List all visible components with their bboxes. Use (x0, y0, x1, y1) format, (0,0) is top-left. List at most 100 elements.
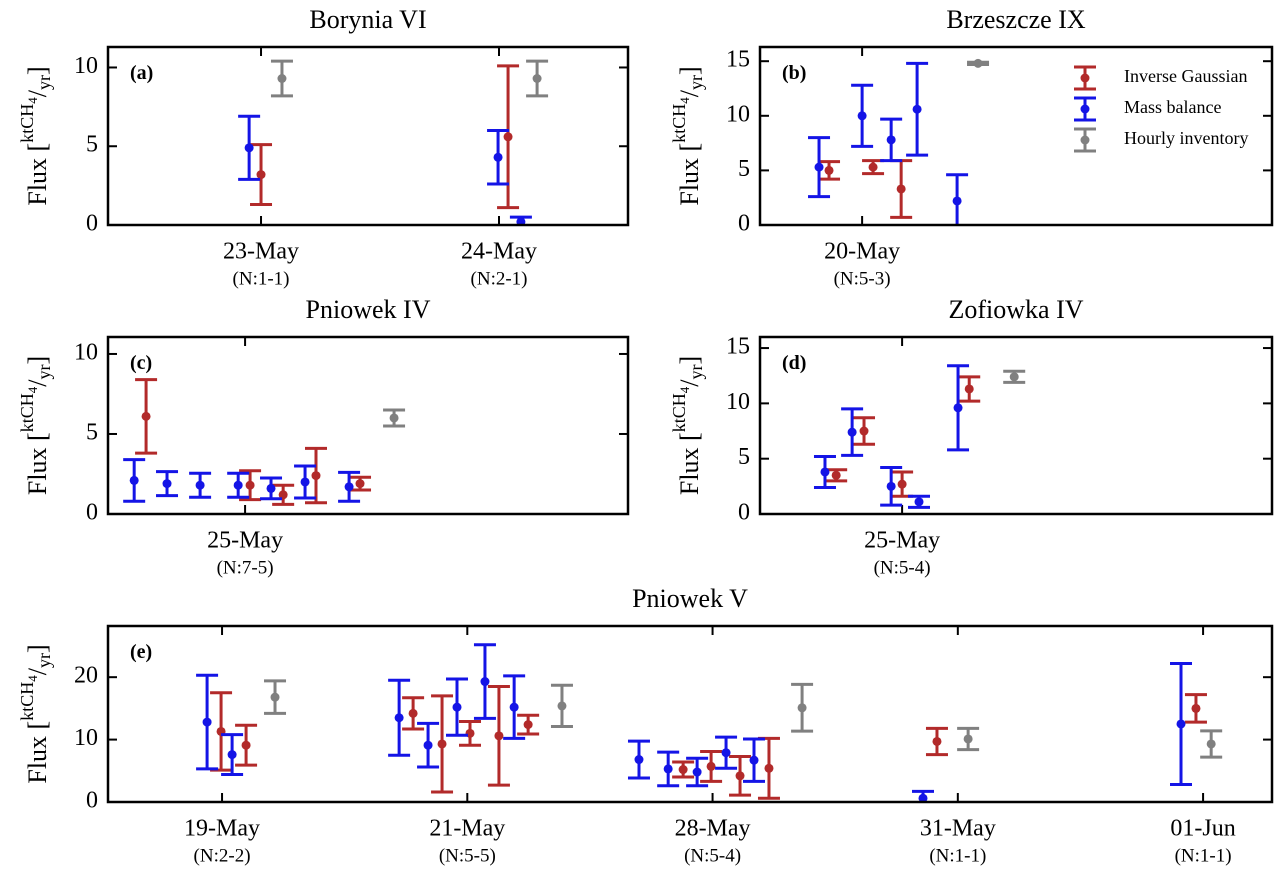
y-axis-label-part: / (23, 667, 52, 675)
point (886, 135, 896, 145)
point (503, 132, 513, 142)
y-axis-label-part: / (23, 379, 52, 387)
legend-item: Hourly inventory (1074, 127, 1248, 153)
y-axis-label-part: yr (34, 365, 54, 380)
point (914, 497, 924, 507)
point (634, 755, 644, 765)
point (797, 703, 807, 713)
point (973, 58, 983, 68)
x-tick-label: 21-May (429, 816, 505, 842)
point (480, 677, 490, 687)
y-axis-label-part: Flux [ (675, 143, 704, 206)
x-tick-label: 19-May (184, 816, 260, 842)
y-axis-label-part: ] (23, 356, 52, 365)
point (868, 162, 878, 172)
x-tick-label: 23-May (223, 239, 299, 265)
y-tick-label: 10 (726, 101, 750, 127)
point (493, 152, 503, 162)
y-tick-label: 10 (726, 389, 750, 415)
point (227, 750, 237, 760)
point (1191, 703, 1201, 713)
point (195, 480, 205, 490)
y-axis-label-part: ] (23, 66, 52, 75)
point (859, 426, 869, 436)
y-axis-label-part: 4 (677, 97, 692, 104)
point (932, 736, 942, 746)
x-tick-note: (N:5-5) (439, 845, 496, 866)
y-axis-label-part: Flux [ (675, 432, 704, 495)
point (824, 165, 834, 175)
y-tick-label: 5 (738, 156, 750, 182)
y-axis-label-part: ktCH (669, 104, 689, 143)
point (897, 479, 907, 489)
point (896, 184, 906, 194)
point (494, 731, 504, 741)
y-tick-label: 10 (74, 53, 98, 79)
y-axis-label-part: 4 (25, 386, 40, 393)
y-axis-label-part: ktCH (17, 104, 37, 143)
point (266, 483, 276, 493)
point (233, 480, 243, 490)
point (1009, 372, 1019, 382)
x-tick-label: 31-May (920, 816, 996, 842)
y-axis-label: Flux [ktCH4/yr] (669, 66, 706, 205)
panel-label: (a) (130, 62, 153, 84)
point (452, 702, 462, 712)
point (129, 475, 139, 485)
point (831, 470, 841, 480)
legend-marker (1080, 104, 1090, 114)
panel: Pniowek V (e) Flux [ktCH4/yr] 0 10 20 19-May (N… (17, 584, 1274, 866)
panel-label: (b) (782, 62, 806, 84)
y-axis-label-part: ktCH (17, 393, 37, 432)
y-tick-label: 10 (74, 339, 98, 365)
panel-title: Brzeszcze IX (946, 5, 1086, 34)
point (678, 765, 688, 775)
point (963, 734, 973, 744)
x-tick-label: 25-May (864, 528, 940, 554)
point (202, 717, 212, 727)
point (141, 411, 151, 421)
plot-area (813, 364, 1026, 509)
legend-label: Mass balance (1124, 97, 1221, 117)
point (964, 384, 974, 394)
plot-area (238, 59, 549, 225)
y-axis-label-part: yr (34, 653, 54, 668)
panel-label: (d) (782, 352, 806, 374)
y-tick-label: 0 (738, 500, 750, 526)
legend-marker (1080, 135, 1090, 145)
y-axis-label-part: / (675, 379, 704, 387)
panel: Brzeszcze IX (b) Flux [ktCH4/yr] 0 5 10 15 20-M… (669, 5, 1274, 289)
panel-label: (c) (130, 352, 152, 374)
point (355, 479, 365, 489)
y-axis-label-part: yr (686, 365, 706, 380)
y-tick-label: 5 (86, 419, 98, 445)
point (277, 74, 287, 84)
point (523, 720, 533, 730)
point (721, 748, 731, 758)
y-tick-label: 20 (74, 663, 98, 689)
y-tick-label: 15 (726, 334, 750, 360)
y-tick-label: 5 (86, 132, 98, 158)
point (532, 74, 542, 84)
x-tick-note: (N:1-1) (233, 268, 290, 289)
point (847, 427, 857, 437)
x-tick-note: (N:2-2) (194, 845, 251, 866)
point (394, 713, 404, 723)
point (1206, 739, 1216, 749)
y-tick-label: 0 (86, 500, 98, 526)
point (509, 702, 519, 712)
point (423, 740, 433, 750)
plot-frame (106, 624, 1274, 804)
y-axis-label: Flux [ktCH4/yr] (17, 356, 54, 495)
x-tick-note: (N:1-1) (1175, 845, 1232, 866)
y-axis-label-part: ktCH (669, 393, 689, 432)
legend-item: Mass balance (1074, 96, 1221, 122)
point (437, 739, 447, 749)
y-axis-label-part: yr (34, 75, 54, 90)
legend-marker (1080, 73, 1090, 83)
point (918, 793, 928, 802)
point (344, 482, 354, 492)
point (1176, 719, 1186, 729)
x-tick-note: (N:5-3) (834, 268, 891, 289)
point (300, 477, 310, 487)
